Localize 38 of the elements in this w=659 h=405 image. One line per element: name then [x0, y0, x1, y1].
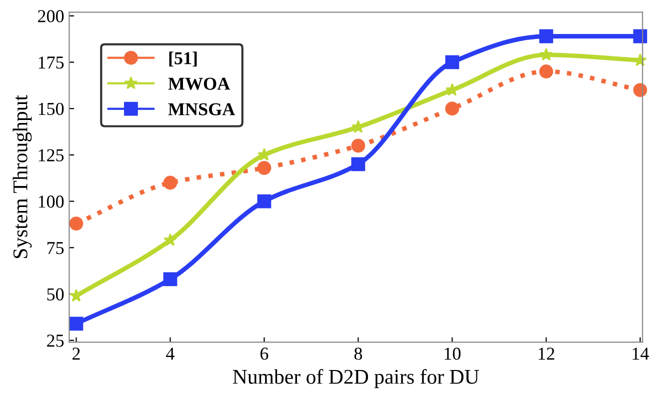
x-tick-label: 12 [538, 348, 554, 360]
point [539, 64, 554, 78]
legend-label: [51] [169, 52, 197, 67]
point [257, 160, 272, 175]
y-tick-label: 25 [47, 334, 64, 347]
point [445, 55, 460, 70]
point [351, 138, 366, 153]
point [163, 176, 178, 190]
y-tick-label: 50 [47, 288, 64, 300]
y-tick-label: 150 [38, 102, 64, 116]
point [539, 29, 554, 44]
legend-label: MNSGA [168, 103, 236, 116]
x-tick-label: 2 [72, 348, 80, 360]
point [633, 83, 648, 97]
point [540, 48, 553, 61]
x-tick-label: 14 [632, 348, 649, 360]
point [351, 157, 366, 172]
y-axis-title: System Throughput [12, 95, 32, 258]
y-tick-label: 125 [38, 149, 64, 162]
point [163, 272, 178, 286]
x-tick-label: 8 [354, 348, 362, 360]
point [633, 29, 648, 44]
y-tick-label: 100 [38, 196, 64, 208]
legend-label: MWOA [168, 78, 230, 90]
x-tick-label: 4 [166, 348, 174, 360]
x-tick-label: 6 [260, 348, 268, 360]
y-tick-label: 175 [38, 56, 64, 69]
x-axis-title: Number of D2D pairs for DU [232, 369, 479, 388]
y-tick-label: 200 [38, 10, 64, 22]
y-tick-label: 75 [47, 242, 64, 254]
point [164, 233, 177, 246]
point [634, 53, 647, 66]
point [70, 288, 83, 302]
point [445, 102, 460, 116]
point [69, 216, 84, 230]
point [257, 194, 272, 208]
point [69, 316, 84, 331]
x-tick-label: 10 [444, 348, 461, 360]
